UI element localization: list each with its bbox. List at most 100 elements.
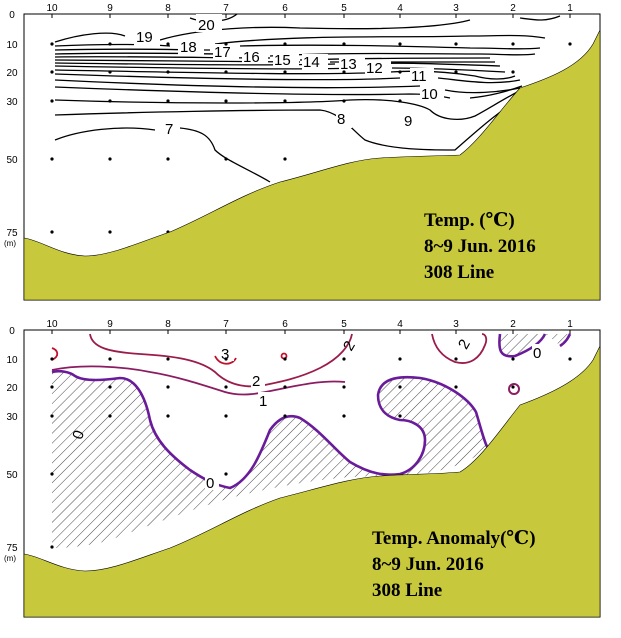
sample-point [108,157,112,161]
sample-point [50,42,54,46]
station-label: 7 [223,3,229,14]
contour-label: 15 [274,52,291,69]
isotherm-11 [54,73,521,84]
sample-point [454,357,458,361]
sample-point [166,414,170,418]
sample-point [50,472,54,476]
depth-unit: (m) [4,239,16,248]
contour-label: 1 [259,393,267,410]
anomaly-zero-contour [51,369,490,490]
sample-point [50,414,54,418]
station-label: 4 [397,3,403,14]
anomaly-contour-2 [89,333,353,388]
contour-label: 11 [411,68,427,85]
sample-point [108,385,112,389]
sample-point [511,357,515,361]
depth-label: 20 [6,68,18,79]
station-label: 2 [510,3,516,14]
sample-point [50,230,54,234]
sample-point [166,157,170,161]
contour-label: 18 [180,39,197,56]
sample-point [50,545,54,549]
contour-label: 14 [303,54,320,71]
sample-point [108,42,112,46]
sample-point [50,385,54,389]
sample-point [398,357,402,361]
sample-point [398,385,402,389]
station-label: 3 [453,3,459,14]
contour-label: 10 [421,86,438,103]
sample-point [224,70,228,74]
contour-label: 12 [366,60,383,77]
temperature-panel: 10 9 8 7 6 5 4 3 2 1 0 10 20 30 50 75(m) 20 19 [4,3,601,301]
sample-point [568,357,572,361]
temperature-title: Temp. (℃) 8~9 Jun. 2016 308 Line [424,210,536,283]
sample-point [224,472,228,476]
sample-point [283,414,287,418]
depth-label: 75 [6,228,18,239]
sample-point [224,99,228,103]
isotherm-9 [54,87,526,121]
sample-point [398,99,402,103]
anomaly-contour-3 [214,355,237,365]
anomaly-depth-labels: 0 10 20 30 50 75(m) [4,326,18,563]
contour-label: 0 [533,345,541,362]
sample-point [342,357,346,361]
station-label: 8 [165,3,171,14]
station-label: 5 [341,3,347,14]
temperature-station-labels: 10 9 8 7 6 5 4 3 2 1 [46,3,573,18]
station-label: 3 [453,319,459,330]
sample-point [166,99,170,103]
contour-label: 0 [206,475,214,492]
station-label: 9 [107,319,113,330]
anomaly-contour-1 [51,365,346,396]
sample-point [283,157,287,161]
sample-point [568,42,572,46]
station-label: 6 [282,3,288,14]
sample-point [166,70,170,74]
contour-label: 8 [337,111,345,128]
sample-point [283,385,287,389]
contour-label: 20 [198,17,215,34]
sample-point [454,70,458,74]
contour-label: 9 [404,113,412,130]
station-label: 4 [397,319,403,330]
anomaly-zero-contour-right [498,333,547,358]
sample-point [108,357,112,361]
sample-point [454,385,458,389]
station-label: 2 [510,319,516,330]
depth-label: 0 [9,326,15,337]
depth-label: 0 [9,10,15,21]
sample-point [108,99,112,103]
contour-label: 3 [221,346,229,363]
depth-label: 30 [6,412,18,423]
depth-unit: (m) [4,554,16,563]
sample-point [108,70,112,74]
anomaly-contour-2b [431,333,488,364]
sample-point [166,385,170,389]
station-label: 1 [567,3,573,14]
station-label: 10 [46,3,58,14]
sample-point [283,99,287,103]
anomaly-station-labels: 10 9 8 7 6 5 4 3 2 1 [46,319,573,334]
title-line: 308 Line [424,262,494,283]
sample-point [224,414,228,418]
depth-label: 75 [6,543,18,554]
negative-region-right [499,334,545,357]
sample-point [108,230,112,234]
sample-point [398,70,402,74]
depth-label: 30 [6,97,18,108]
title-line: 8~9 Jun. 2016 [424,236,536,257]
anomaly-zero-contour-ring [508,383,520,395]
station-label: 6 [282,319,288,330]
sample-point [166,42,170,46]
isotherm-18 [54,34,546,47]
sample-point [224,157,228,161]
sample-point [224,42,228,46]
sample-point [283,357,287,361]
contour-label: 13 [340,56,357,73]
title-line: 8~9 Jun. 2016 [372,554,484,575]
isotherm-7 [54,127,271,183]
